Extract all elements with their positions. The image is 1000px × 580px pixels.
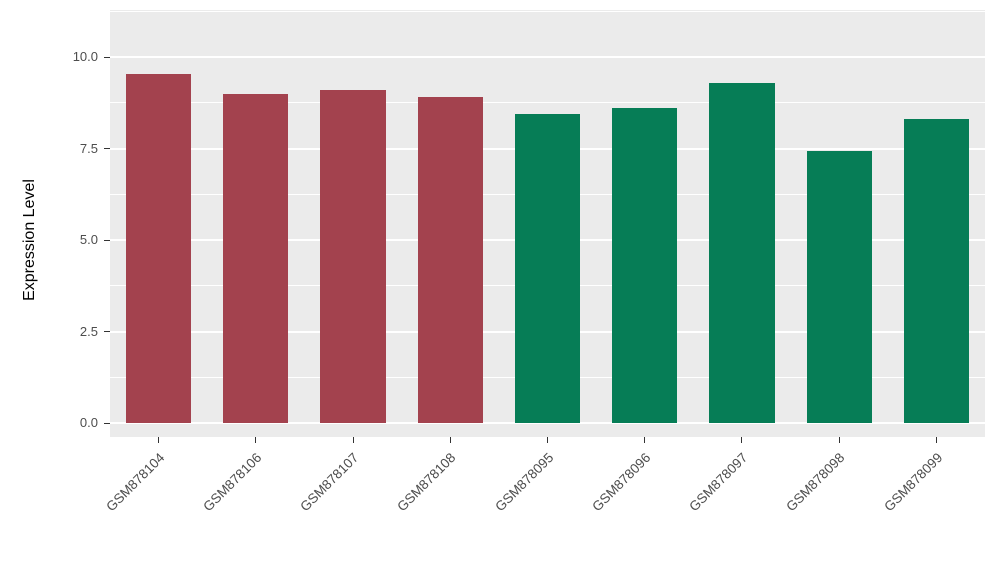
y-tick-label: 10.0 (72, 49, 98, 65)
x-tick-mark (838, 437, 840, 443)
x-tick-mark (255, 437, 257, 443)
y-tick-label: 2.5 (79, 323, 98, 339)
x-tick-mark (935, 437, 937, 443)
bar-GSM878104 (126, 73, 192, 424)
gridline-major (110, 56, 985, 59)
bar-GSM878095 (514, 113, 581, 424)
bar-GSM878107 (320, 90, 386, 424)
x-tick-mark (158, 437, 160, 443)
x-tick-mark (741, 437, 743, 443)
y-tick-mark (104, 148, 110, 150)
y-tick-label: 7.5 (79, 140, 98, 156)
chart-panel (110, 10, 985, 437)
x-tick-label: GSM878108 (394, 450, 459, 515)
x-tick-mark (644, 437, 646, 443)
x-tick-label: GSM878096 (589, 450, 654, 515)
x-tick-label: GSM878098 (783, 450, 848, 515)
x-tick-label: GSM878107 (297, 450, 362, 515)
x-tick-mark (449, 437, 451, 443)
bar-GSM878099 (903, 119, 969, 424)
x-tick-label: GSM878104 (103, 450, 168, 515)
x-tick-mark (547, 437, 548, 443)
x-tick-label: GSM878099 (880, 450, 945, 515)
y-tick-label: 0.0 (79, 415, 98, 431)
x-tick-mark (352, 437, 354, 443)
x-tick-label: GSM878095 (491, 450, 557, 515)
x-tick-label: GSM878097 (686, 450, 751, 515)
gridline-minor (110, 102, 985, 104)
y-tick-mark (104, 331, 110, 333)
gridline-minor (110, 10, 985, 12)
bar-GSM878108 (417, 97, 483, 424)
y-tick-mark (104, 422, 110, 424)
bar-GSM878096 (612, 108, 678, 424)
y-tick-label: 5.0 (79, 232, 98, 248)
bar-GSM878098 (806, 150, 872, 424)
y-tick-mark (104, 239, 110, 241)
x-tick-label: GSM878106 (200, 450, 265, 515)
gridline-major (110, 422, 985, 425)
y-tick-mark (104, 56, 110, 58)
bar-GSM878106 (223, 93, 289, 424)
bar-GSM878097 (709, 82, 775, 424)
